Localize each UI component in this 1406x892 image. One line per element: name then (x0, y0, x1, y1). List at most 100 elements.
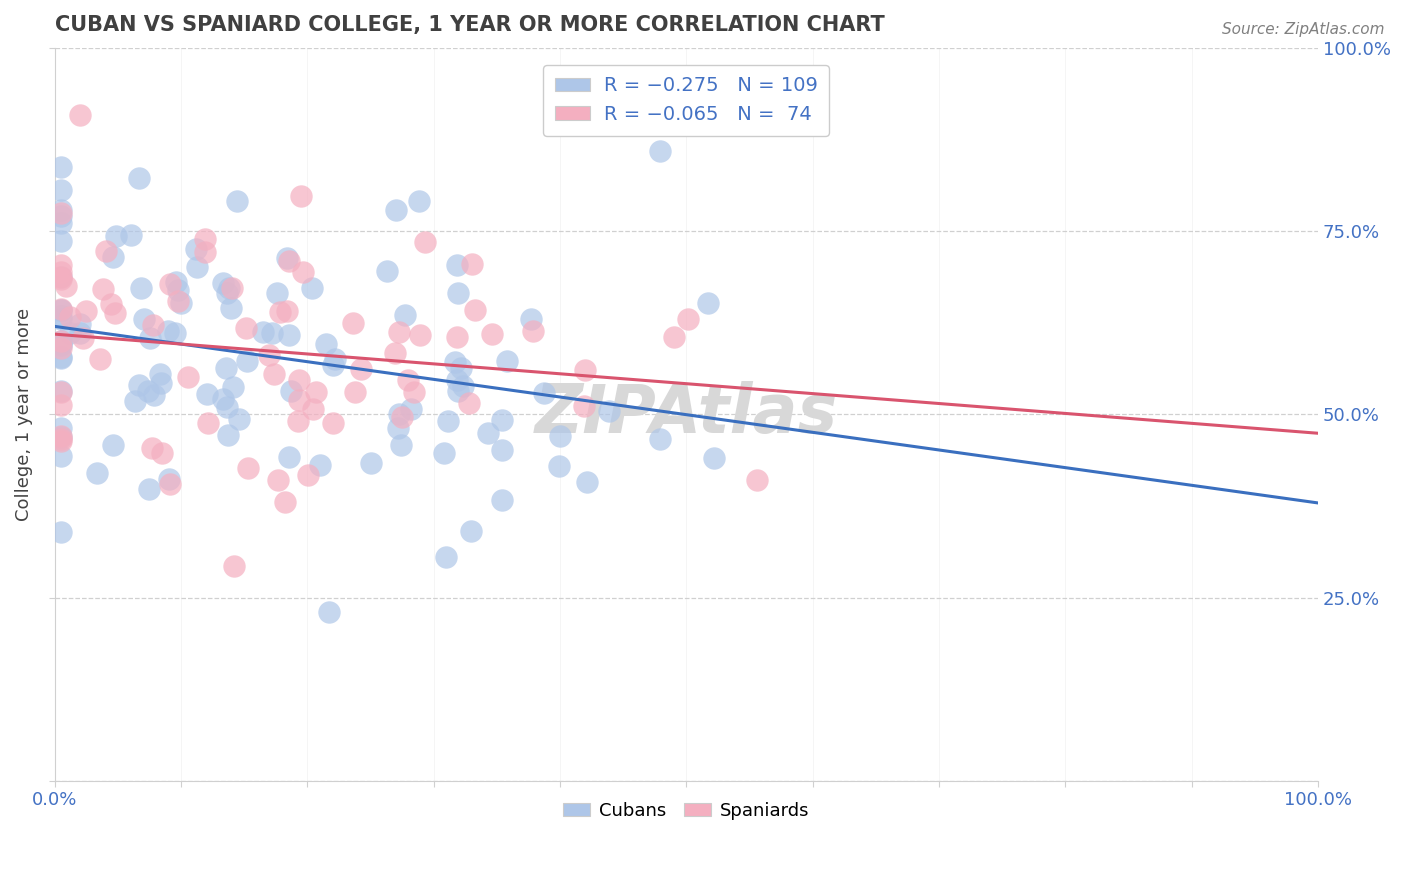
Point (703, 451, 725, 466)
Point (548, 429, 571, 443)
Point (159, 476, 181, 491)
Point (49, 421, 72, 435)
Point (278, 253, 301, 268)
Point (101, 250, 124, 264)
Point (194, 232, 217, 246)
Point (444, 354, 467, 368)
Point (650, 432, 672, 446)
Point (170, 295, 193, 310)
Point (388, 325, 411, 339)
Point (267, 473, 290, 487)
Point (309, 458, 332, 472)
Point (49, 384, 72, 399)
Point (519, 312, 541, 326)
Point (747, 473, 769, 487)
Point (167, 283, 190, 297)
Point (215, 285, 238, 300)
Point (496, 354, 519, 368)
Point (49, 183, 72, 197)
Point (120, 227, 142, 242)
Point (143, 388, 166, 402)
Point (159, 277, 181, 291)
Point (360, 456, 382, 470)
Point (384, 203, 406, 218)
Point (49, 429, 72, 443)
Point (49, 434, 72, 448)
Point (650, 145, 672, 159)
Point (447, 286, 470, 301)
Point (288, 373, 311, 387)
Point (408, 194, 430, 208)
Point (391, 410, 413, 425)
Point (460, 524, 482, 538)
Point (451, 378, 474, 392)
Point (446, 330, 468, 344)
Point (222, 379, 245, 393)
Point (533, 386, 555, 401)
Point (132, 312, 155, 326)
Point (318, 605, 340, 619)
Point (141, 441, 163, 455)
Point (49, 269, 72, 284)
Point (49, 309, 72, 323)
Point (49, 334, 72, 349)
Point (433, 446, 456, 460)
Point (212, 392, 235, 407)
Point (576, 475, 599, 489)
Point (69, 326, 91, 340)
Point (49, 272, 72, 286)
Point (447, 384, 470, 399)
Point (221, 281, 243, 295)
Point (437, 414, 460, 428)
Point (49, 334, 72, 349)
Point (142, 318, 165, 332)
Point (235, 321, 257, 335)
Point (75, 303, 97, 318)
Point (266, 285, 288, 300)
Point (150, 376, 173, 391)
Point (491, 412, 513, 426)
Point (396, 373, 419, 387)
Point (49, 206, 72, 220)
Point (49, 449, 72, 463)
Point (195, 387, 218, 401)
Point (349, 361, 371, 376)
Point (342, 316, 364, 330)
Point (290, 189, 312, 203)
Point (464, 303, 486, 318)
Point (49, 202, 72, 217)
Point (399, 401, 422, 416)
Point (49, 265, 72, 279)
Point (49, 258, 72, 272)
Point (262, 326, 284, 340)
Point (69, 317, 91, 331)
Point (49, 350, 72, 364)
Point (150, 445, 173, 459)
Text: ZIPAtlas: ZIPAtlas (534, 382, 838, 447)
Point (522, 324, 544, 338)
Point (219, 301, 242, 315)
Point (59, 326, 82, 340)
Point (388, 407, 411, 421)
Point (86, 466, 108, 480)
Point (94, 244, 117, 259)
Point (49, 338, 72, 352)
Point (252, 325, 274, 339)
Point (212, 276, 235, 290)
Text: Source: ZipAtlas.com: Source: ZipAtlas.com (1222, 22, 1385, 37)
Y-axis label: College, 1 year or more: College, 1 year or more (15, 308, 32, 521)
Point (224, 558, 246, 573)
Point (49, 235, 72, 249)
Point (236, 353, 259, 368)
Point (228, 411, 250, 425)
Point (128, 377, 150, 392)
Point (375, 264, 398, 278)
Point (138, 482, 160, 496)
Point (49, 384, 72, 398)
Point (259, 348, 281, 362)
Point (214, 361, 236, 376)
Point (662, 329, 685, 343)
Point (574, 363, 596, 377)
Point (218, 281, 240, 295)
Point (305, 384, 328, 399)
